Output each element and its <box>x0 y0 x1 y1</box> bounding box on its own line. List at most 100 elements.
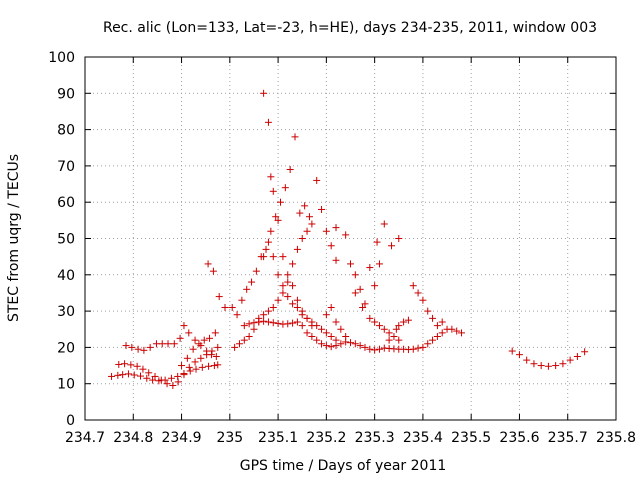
data-point <box>192 365 200 373</box>
data-point <box>296 209 304 217</box>
data-point <box>269 187 277 195</box>
data-point <box>544 362 552 370</box>
data-point <box>284 271 292 279</box>
data-point <box>274 319 282 327</box>
x-tick-label: 235.4 <box>403 430 443 446</box>
data-point <box>337 340 345 348</box>
data-point <box>212 352 220 360</box>
data-point <box>438 318 446 326</box>
data-point <box>264 318 272 326</box>
data-point <box>240 322 248 330</box>
data-point <box>260 253 268 261</box>
data-point <box>332 256 340 264</box>
data-point <box>361 343 369 351</box>
data-point <box>176 334 184 342</box>
data-point <box>318 205 326 213</box>
data-point <box>375 345 383 353</box>
data-point <box>191 358 199 366</box>
data-point <box>149 376 157 384</box>
data-point <box>170 340 178 348</box>
y-tick-label: 0 <box>66 413 75 429</box>
data-point <box>260 89 268 97</box>
x-axis-title: GPS time / Days of year 2011 <box>240 458 447 474</box>
x-tick-label: 235.2 <box>306 430 346 446</box>
data-point <box>530 360 538 368</box>
data-point <box>274 296 282 304</box>
data-point <box>195 340 203 348</box>
data-point <box>515 351 523 359</box>
data-point <box>419 296 427 304</box>
data-point <box>380 325 388 333</box>
y-tick-label: 60 <box>57 195 75 211</box>
data-point <box>293 245 301 253</box>
data-point <box>458 329 466 337</box>
data-point <box>298 322 306 330</box>
data-point <box>245 320 253 328</box>
data-point <box>395 322 403 330</box>
data-point <box>180 371 188 379</box>
data-point <box>318 340 326 348</box>
data-point <box>433 322 441 330</box>
x-tick-label: 235 <box>216 430 243 446</box>
data-point <box>332 224 340 232</box>
data-point <box>327 242 335 250</box>
data-point <box>114 371 122 379</box>
data-point <box>400 318 408 326</box>
data-point <box>235 340 243 348</box>
data-point <box>293 318 301 326</box>
data-point <box>366 314 374 322</box>
data-point <box>313 322 321 330</box>
data-point <box>228 303 236 311</box>
data-point <box>327 303 335 311</box>
data-point <box>269 253 277 261</box>
data-point <box>390 333 398 341</box>
data-point <box>205 362 213 370</box>
data-point <box>277 198 285 206</box>
data-point <box>279 282 287 290</box>
data-point <box>342 333 350 341</box>
grid-lines <box>85 57 616 420</box>
data-point <box>115 360 123 368</box>
data-point <box>197 354 205 362</box>
data-point <box>303 329 311 337</box>
data-point <box>366 264 374 272</box>
data-point <box>322 329 330 337</box>
data-point <box>395 235 403 242</box>
data-point <box>375 260 383 268</box>
data-point <box>419 343 427 351</box>
data-point <box>424 307 432 315</box>
data-point <box>180 322 188 330</box>
data-point <box>327 343 335 351</box>
y-tick-label: 50 <box>57 232 75 248</box>
data-point <box>573 352 581 360</box>
data-point <box>243 285 251 293</box>
y-tick-label: 90 <box>57 86 75 102</box>
data-point <box>267 227 275 235</box>
data-point <box>122 342 130 350</box>
data-point <box>133 362 141 370</box>
data-point <box>433 333 441 341</box>
data-point <box>267 173 275 181</box>
data-point <box>404 316 412 324</box>
x-tick-label: 235.3 <box>355 430 395 446</box>
data-point <box>204 260 212 268</box>
y-tick-label: 100 <box>48 50 75 66</box>
data-point <box>409 282 417 290</box>
data-point <box>429 314 437 322</box>
data-point <box>318 325 326 333</box>
x-tick-label: 235.1 <box>258 430 298 446</box>
data-point <box>337 325 345 333</box>
data-point <box>189 345 197 353</box>
data-point <box>552 362 560 370</box>
data-point <box>537 362 545 370</box>
data-point <box>206 334 214 342</box>
data-point <box>301 202 309 210</box>
data-point <box>284 293 292 301</box>
data-point <box>210 362 218 370</box>
data-point <box>121 360 129 368</box>
data-point <box>198 363 206 371</box>
data-point <box>453 327 461 335</box>
data-point <box>191 336 199 344</box>
data-point <box>347 260 354 268</box>
data-point <box>274 216 282 224</box>
